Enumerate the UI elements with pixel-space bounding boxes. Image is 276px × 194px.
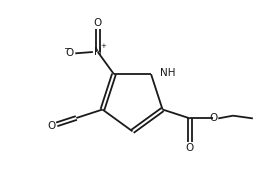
Text: O: O	[94, 18, 102, 28]
Text: NH: NH	[160, 68, 175, 78]
Text: +: +	[100, 43, 106, 49]
Text: N: N	[94, 47, 102, 57]
Text: O: O	[209, 113, 218, 123]
Text: O: O	[186, 143, 194, 153]
Text: O: O	[66, 48, 74, 58]
Text: O: O	[47, 121, 55, 131]
Text: −: −	[63, 43, 71, 52]
